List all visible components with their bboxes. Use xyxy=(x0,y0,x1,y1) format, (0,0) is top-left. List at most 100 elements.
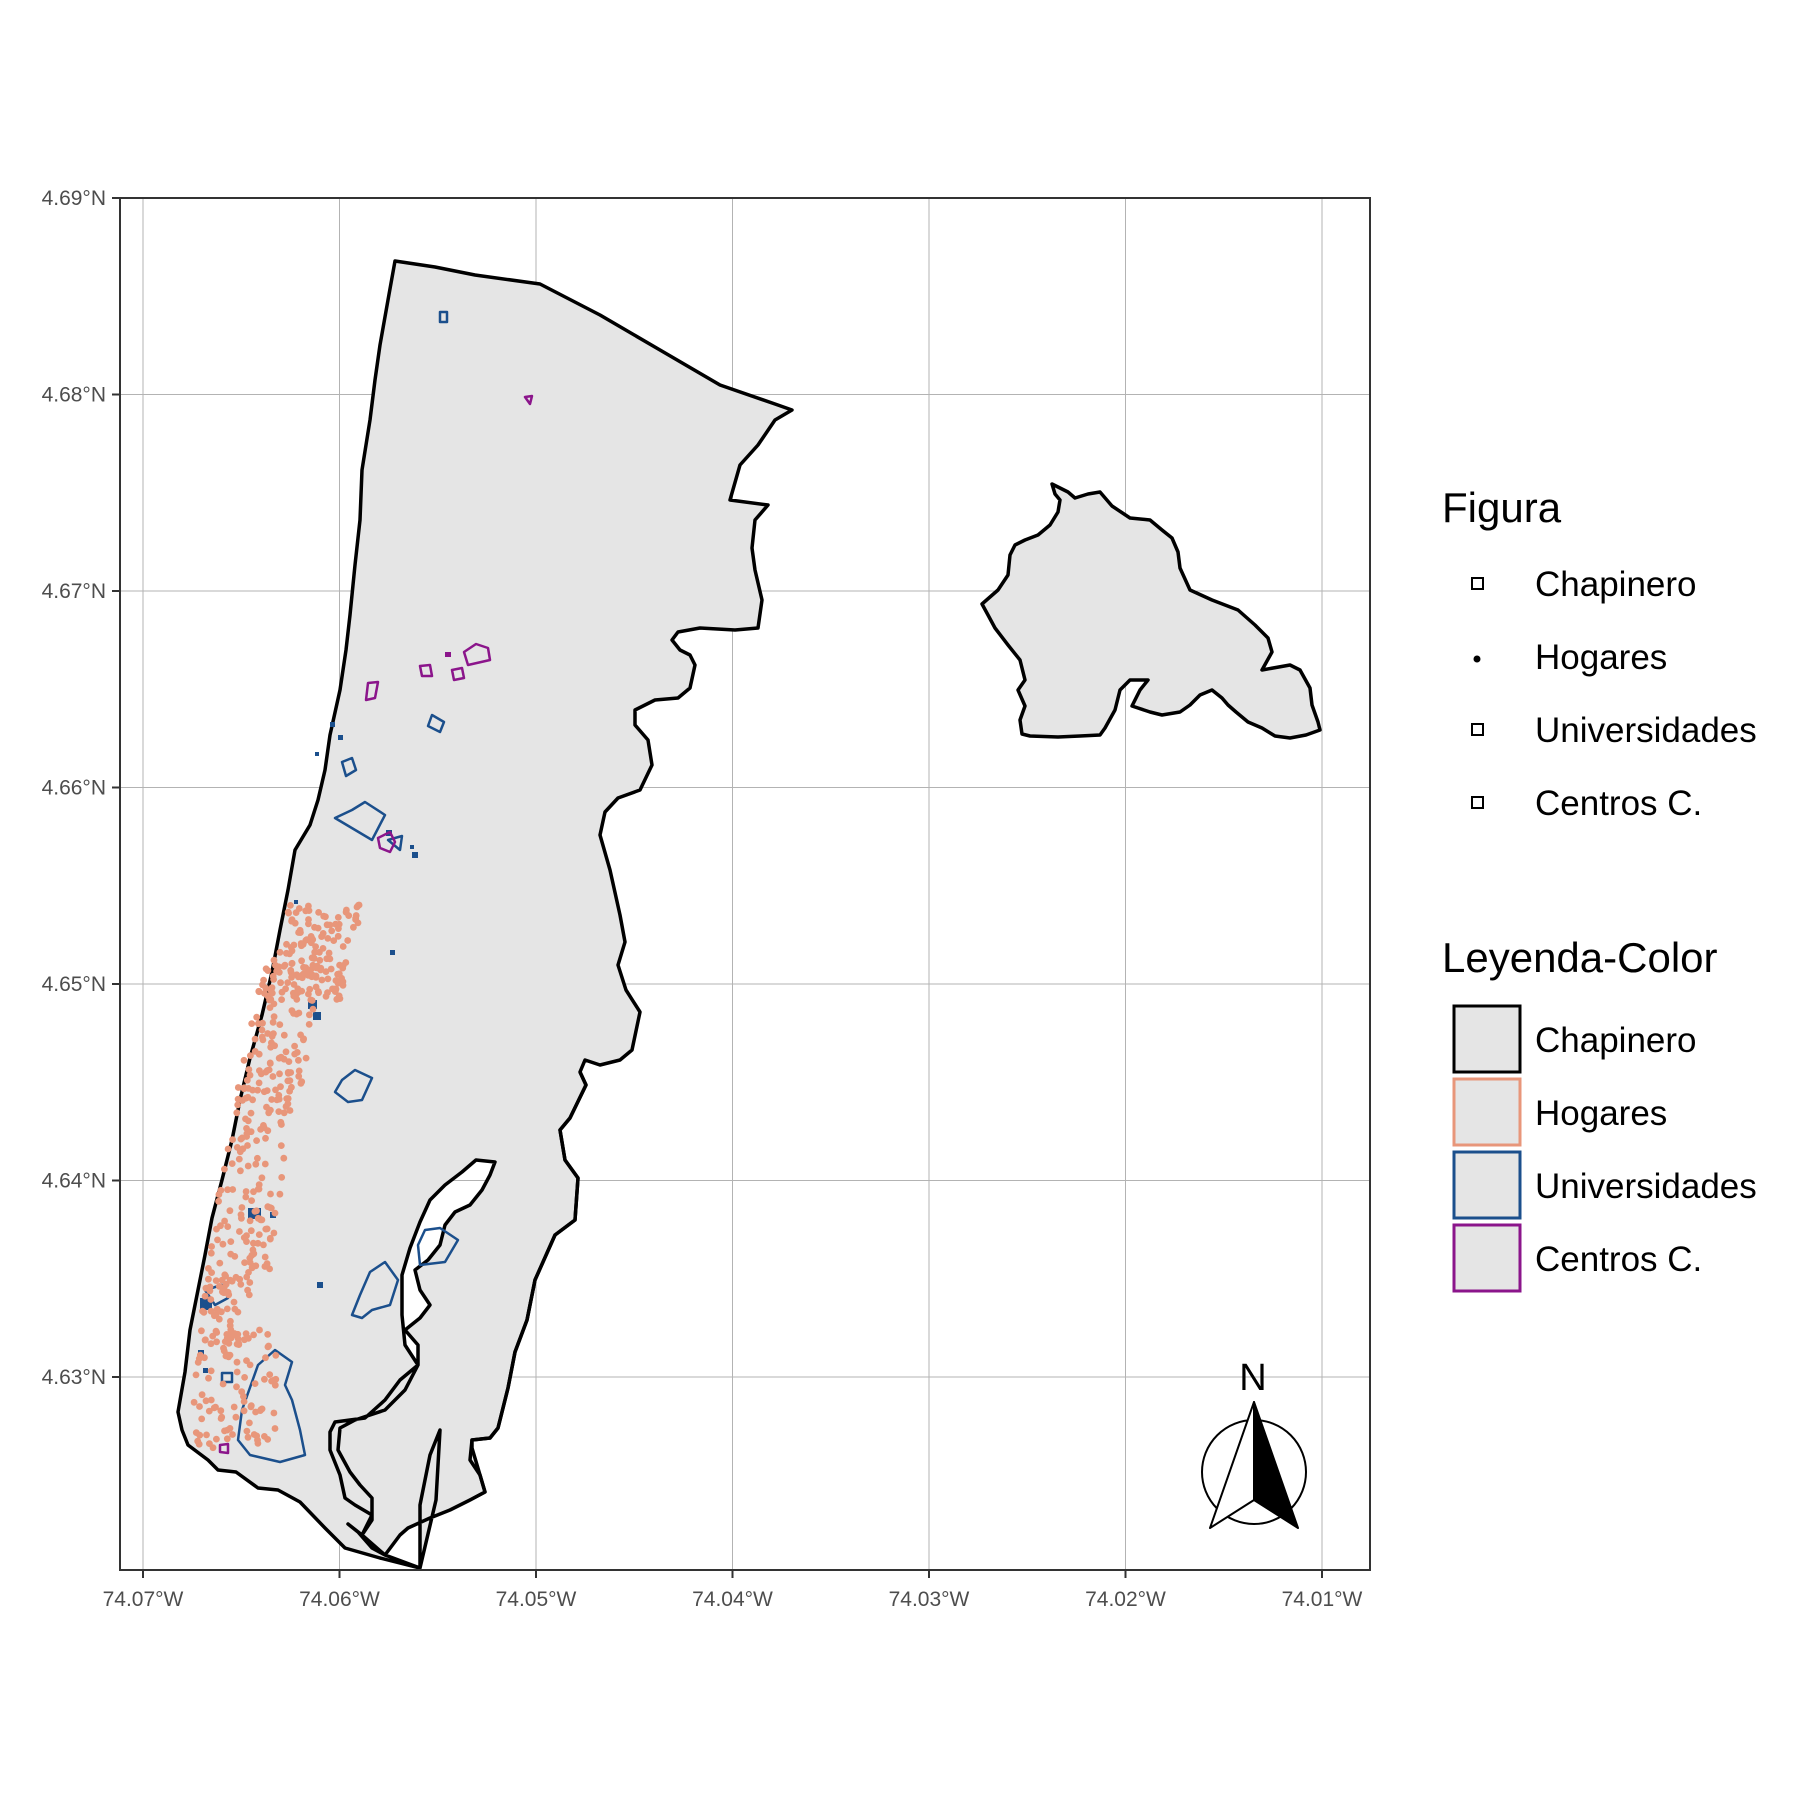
legend-color-key-chapinero xyxy=(1452,1004,1522,1074)
hogar-point xyxy=(234,1095,242,1103)
legend-figura-key-hogares xyxy=(1473,655,1481,663)
hogar-point xyxy=(245,1085,252,1092)
hogar-point xyxy=(252,1160,260,1168)
centro-polygon xyxy=(364,680,380,702)
universidad-small xyxy=(308,1000,317,1009)
hogar-point xyxy=(236,1275,244,1283)
hogar-point xyxy=(214,1305,221,1313)
hogar-point xyxy=(217,1407,225,1415)
hogar-point xyxy=(244,1162,252,1170)
hogar-point xyxy=(308,997,316,1004)
hogar-point xyxy=(251,1035,259,1043)
hogar-point xyxy=(275,968,283,976)
hogar-point xyxy=(202,1284,210,1292)
hogar-point xyxy=(250,1331,257,1339)
hogar-point xyxy=(295,988,303,996)
hogar-point xyxy=(276,1190,284,1198)
hogar-point xyxy=(275,963,283,971)
hogar-point xyxy=(300,1035,307,1043)
hogar-point xyxy=(212,1277,220,1284)
universidad-small xyxy=(412,852,418,858)
hogar-point xyxy=(328,927,336,935)
hogar-point xyxy=(219,1380,227,1388)
hogares-layer xyxy=(190,901,363,1452)
hogar-point xyxy=(287,966,295,974)
hogar-point xyxy=(247,1227,255,1235)
hogar-point xyxy=(332,920,339,928)
hogar-point xyxy=(227,1317,234,1325)
hogar-point xyxy=(286,1077,294,1084)
hogar-point xyxy=(216,1259,224,1267)
y-axis-tick-label: 4.68°N xyxy=(42,384,106,407)
hogar-point xyxy=(288,917,295,925)
hogar-point xyxy=(248,1264,256,1272)
hogar-point xyxy=(207,1249,215,1257)
hogar-point xyxy=(298,1078,306,1086)
hogar-point xyxy=(203,1431,210,1439)
legend-figura-key-centros xyxy=(1471,796,1484,809)
hogar-point xyxy=(277,1053,285,1061)
hogar-point xyxy=(245,1066,253,1073)
centro-polygon xyxy=(376,830,397,854)
hogar-point xyxy=(284,1100,292,1108)
hogar-point xyxy=(266,1371,274,1378)
legend-figura-title: Figura xyxy=(1442,484,1562,531)
hogar-point xyxy=(237,1135,245,1143)
hogar-point xyxy=(266,1204,274,1211)
hogar-point xyxy=(212,1403,219,1411)
hogar-point xyxy=(235,1155,243,1163)
hogar-point xyxy=(201,1292,209,1300)
hogar-point xyxy=(336,961,343,969)
hogar-point xyxy=(256,1407,264,1414)
hogar-point xyxy=(221,1165,228,1173)
legend-color-key-centros xyxy=(1452,1223,1522,1293)
hogar-point xyxy=(308,934,316,942)
hogar-point xyxy=(295,1072,303,1080)
hogar-point xyxy=(295,1009,303,1017)
hogar-point xyxy=(306,1011,313,1019)
universidad-polygon xyxy=(416,1226,460,1267)
hogar-point xyxy=(264,1436,272,1443)
hogar-point xyxy=(234,1101,242,1109)
hogar-point xyxy=(263,1087,271,1094)
hogar-point xyxy=(268,1039,275,1047)
hogar-point xyxy=(277,1083,284,1091)
hogar-point xyxy=(241,1374,249,1381)
x-axis-tick-label: 74.02°W xyxy=(1085,1588,1166,1611)
hogar-point xyxy=(195,1440,203,1448)
y-axis-tick-label: 4.63°N xyxy=(42,1366,106,1389)
hogar-point xyxy=(330,937,338,944)
hogar-point xyxy=(223,1305,231,1313)
hogar-point xyxy=(233,1358,241,1366)
centros-layer xyxy=(218,394,534,1455)
hogar-point xyxy=(192,1371,200,1379)
x-axis-tick-label: 74.05°W xyxy=(496,1588,577,1611)
centro-polygon xyxy=(523,394,534,406)
hogar-point xyxy=(302,1054,310,1062)
universidad-small xyxy=(317,1282,323,1288)
hogar-point xyxy=(255,987,263,995)
hogar-point xyxy=(290,1010,297,1017)
hogar-point xyxy=(251,1048,259,1055)
hogar-point xyxy=(243,1238,250,1245)
hogar-point xyxy=(253,1013,261,1021)
hogar-point xyxy=(248,1020,256,1027)
universidad-polygon xyxy=(350,1260,400,1320)
hogar-point xyxy=(258,1026,266,1034)
hogar-point xyxy=(268,984,276,992)
hogar-point xyxy=(268,1096,276,1103)
legend-color-key-hogares xyxy=(1452,1077,1522,1147)
hogar-point xyxy=(233,1109,241,1117)
hogar-point xyxy=(269,1018,277,1026)
hogar-point xyxy=(276,1021,284,1028)
hogar-point xyxy=(285,909,292,917)
hogar-point xyxy=(260,1241,267,1249)
y-axis-tick-label: 4.69°N xyxy=(42,187,106,210)
universidad-polygon xyxy=(438,310,449,324)
hogar-point xyxy=(299,940,307,948)
hogar-point xyxy=(312,972,320,980)
hogar-point xyxy=(300,963,307,971)
hogar-point xyxy=(247,1109,255,1117)
hogar-point xyxy=(201,1336,209,1344)
hogar-point xyxy=(250,1250,258,1258)
